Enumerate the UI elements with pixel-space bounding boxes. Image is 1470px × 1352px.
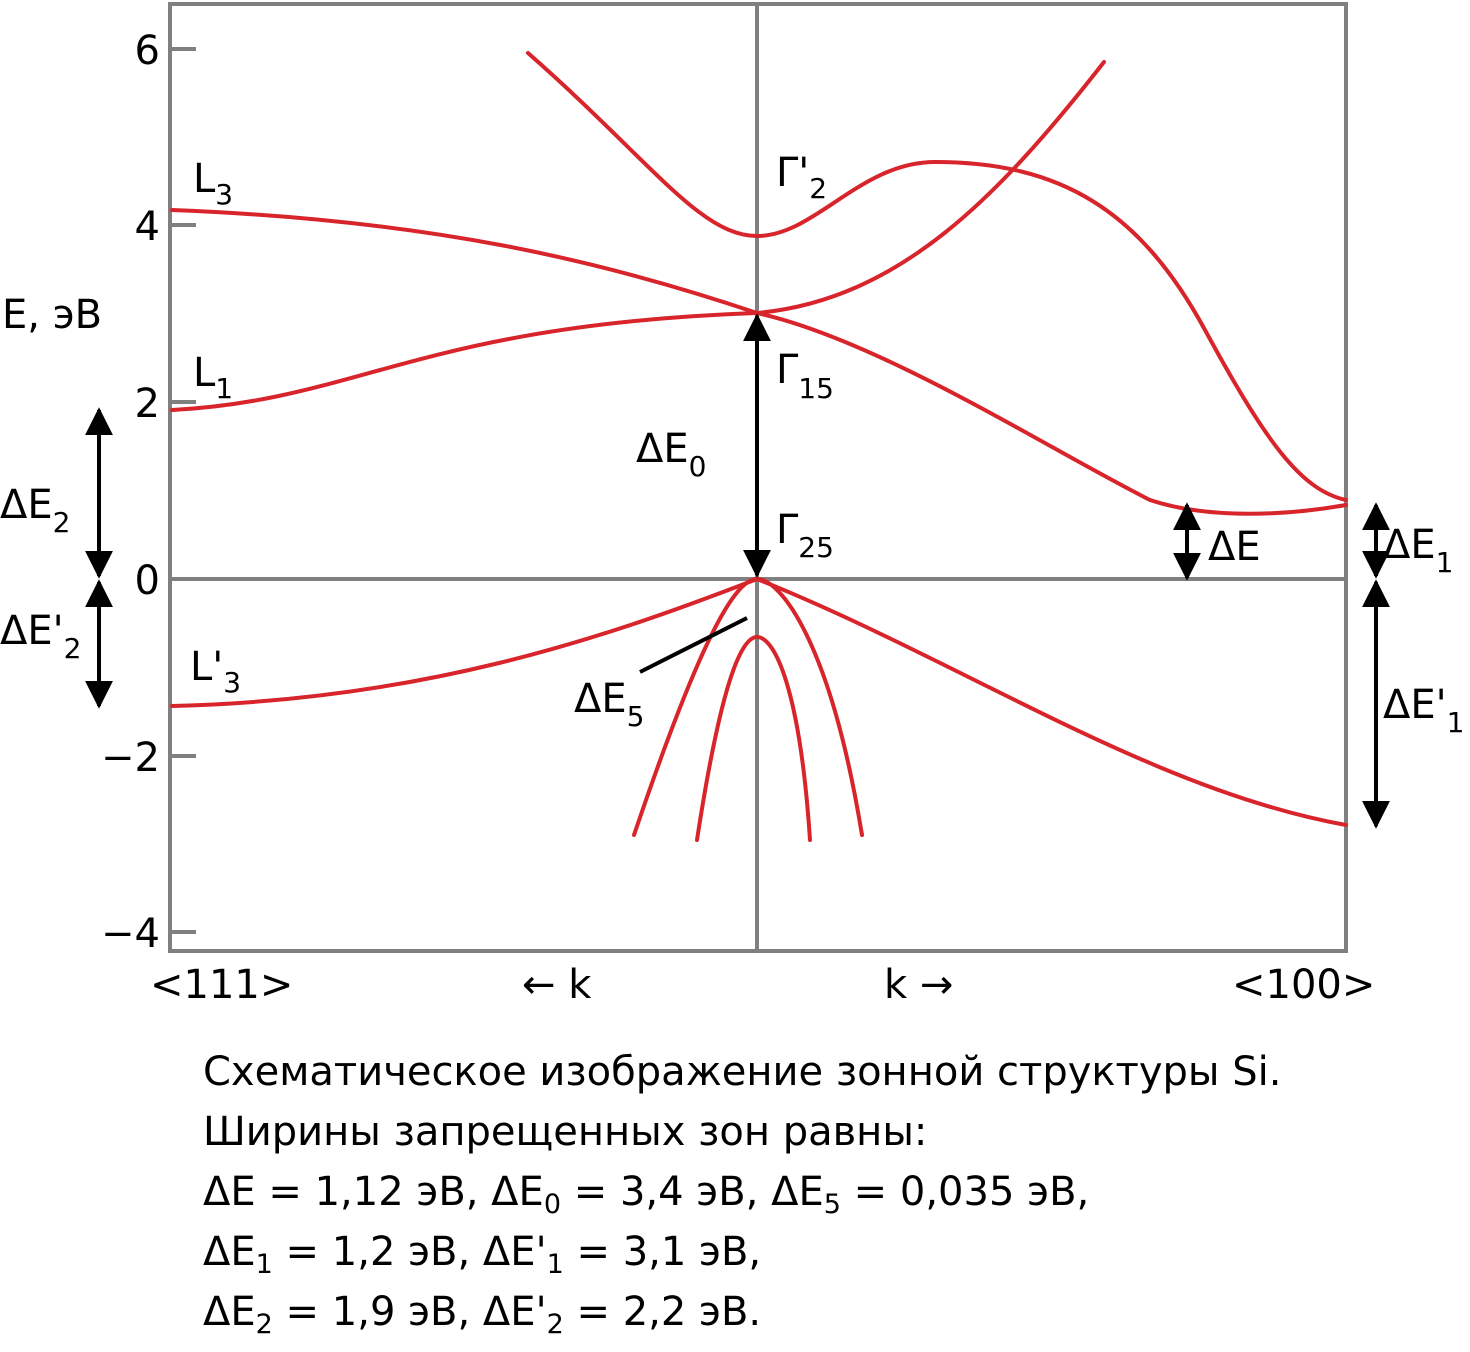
label-dep1: ΔE'1 bbox=[1383, 682, 1464, 739]
direction-111-label: <111> bbox=[150, 962, 293, 1008]
caption-seg: = 2,2 эВ. bbox=[563, 1289, 762, 1335]
band-gamma15-down bbox=[755, 311, 1348, 516]
caption-line-4: ΔE1 = 1,2 эВ, ΔE'1 = 3,1 эВ, bbox=[203, 1222, 1443, 1282]
label-gamma25: Γ25 bbox=[776, 507, 834, 564]
caption-sub: 0 bbox=[543, 1189, 562, 1220]
caption-sub: 2 bbox=[255, 1309, 273, 1340]
band-valence-right bbox=[755, 577, 1348, 827]
y-tick-marks bbox=[170, 47, 196, 934]
caption-sub: 1 bbox=[546, 1249, 564, 1280]
label-dep2: ΔE'2 bbox=[0, 608, 81, 665]
k-right-label: k → bbox=[884, 962, 953, 1008]
caption-seg: = 3,4 эВ, ΔE bbox=[561, 1169, 824, 1215]
band-l3-upper bbox=[170, 208, 759, 315]
band-structure-diagram: 6 4 2 0 −2 −4 E, эВ <111> <100> ← k k → … bbox=[0, 2, 1464, 1008]
y-tick-label: 2 bbox=[135, 381, 160, 427]
y-tick-label: −2 bbox=[101, 735, 160, 781]
y-tick-label: 6 bbox=[135, 28, 160, 74]
caption-seg: ΔE = 1,12 эВ, ΔE bbox=[203, 1169, 544, 1215]
figure-caption: Схематическое изображение зонной структу… bbox=[203, 1042, 1443, 1342]
label-gamma15: Γ15 bbox=[776, 347, 834, 405]
band-gamma15-up bbox=[755, 60, 1106, 315]
band-l1 bbox=[170, 311, 759, 412]
band-valence-outer bbox=[632, 576, 864, 837]
label-l3: L3 bbox=[193, 156, 233, 211]
label-de1: ΔE1 bbox=[1383, 522, 1453, 579]
band-gamma2-hump bbox=[755, 159, 1348, 502]
caption-seg: ΔE bbox=[203, 1289, 256, 1335]
y-tick-label: −4 bbox=[101, 911, 160, 957]
de5-pointer-line bbox=[639, 616, 748, 674]
k-left-label: ← k bbox=[522, 962, 592, 1008]
y-tick-label: 0 bbox=[135, 558, 160, 604]
label-l1: L1 bbox=[193, 350, 233, 405]
y-axis-label: E, эВ bbox=[2, 292, 102, 338]
band-lp3 bbox=[170, 577, 759, 708]
energy-bands bbox=[170, 51, 1348, 842]
label-de5: ΔE5 bbox=[574, 676, 644, 733]
band-gamma2-left bbox=[526, 51, 759, 238]
caption-seg: = 1,2 эВ, ΔE' bbox=[272, 1229, 547, 1275]
gap-arrows bbox=[85, 313, 1390, 829]
caption-line-3: ΔE = 1,12 эВ, ΔE0 = 3,4 эВ, ΔE5 = 0,035 … bbox=[203, 1162, 1443, 1222]
direction-100-label: <100> bbox=[1232, 962, 1375, 1008]
caption-sub: 2 bbox=[546, 1309, 564, 1340]
label-de0: ΔE0 bbox=[636, 426, 706, 483]
caption-sub: 5 bbox=[823, 1189, 841, 1220]
y-tick-label: 4 bbox=[135, 204, 160, 250]
label-de: ΔE bbox=[1208, 524, 1261, 570]
caption-line-5: ΔE2 = 1,9 эВ, ΔE'2 = 2,2 эВ. bbox=[203, 1282, 1443, 1342]
label-lp3: L'3 bbox=[190, 644, 241, 699]
caption-seg: = 0,035 эВ, bbox=[840, 1169, 1090, 1215]
caption-seg: = 3,1 эВ, bbox=[563, 1229, 762, 1275]
label-de2: ΔE2 bbox=[0, 482, 70, 539]
caption-seg: = 1,9 эВ, ΔE' bbox=[272, 1289, 547, 1335]
label-gamma2p: Γ'2 bbox=[776, 150, 827, 205]
caption-seg: ΔE bbox=[203, 1229, 256, 1275]
caption-line-1: Схематическое изображение зонной структу… bbox=[203, 1049, 1282, 1095]
caption-line-2: Ширины запрещенных зон равны: bbox=[203, 1109, 928, 1155]
caption-sub: 1 bbox=[255, 1249, 273, 1280]
band-split-off bbox=[695, 634, 812, 842]
